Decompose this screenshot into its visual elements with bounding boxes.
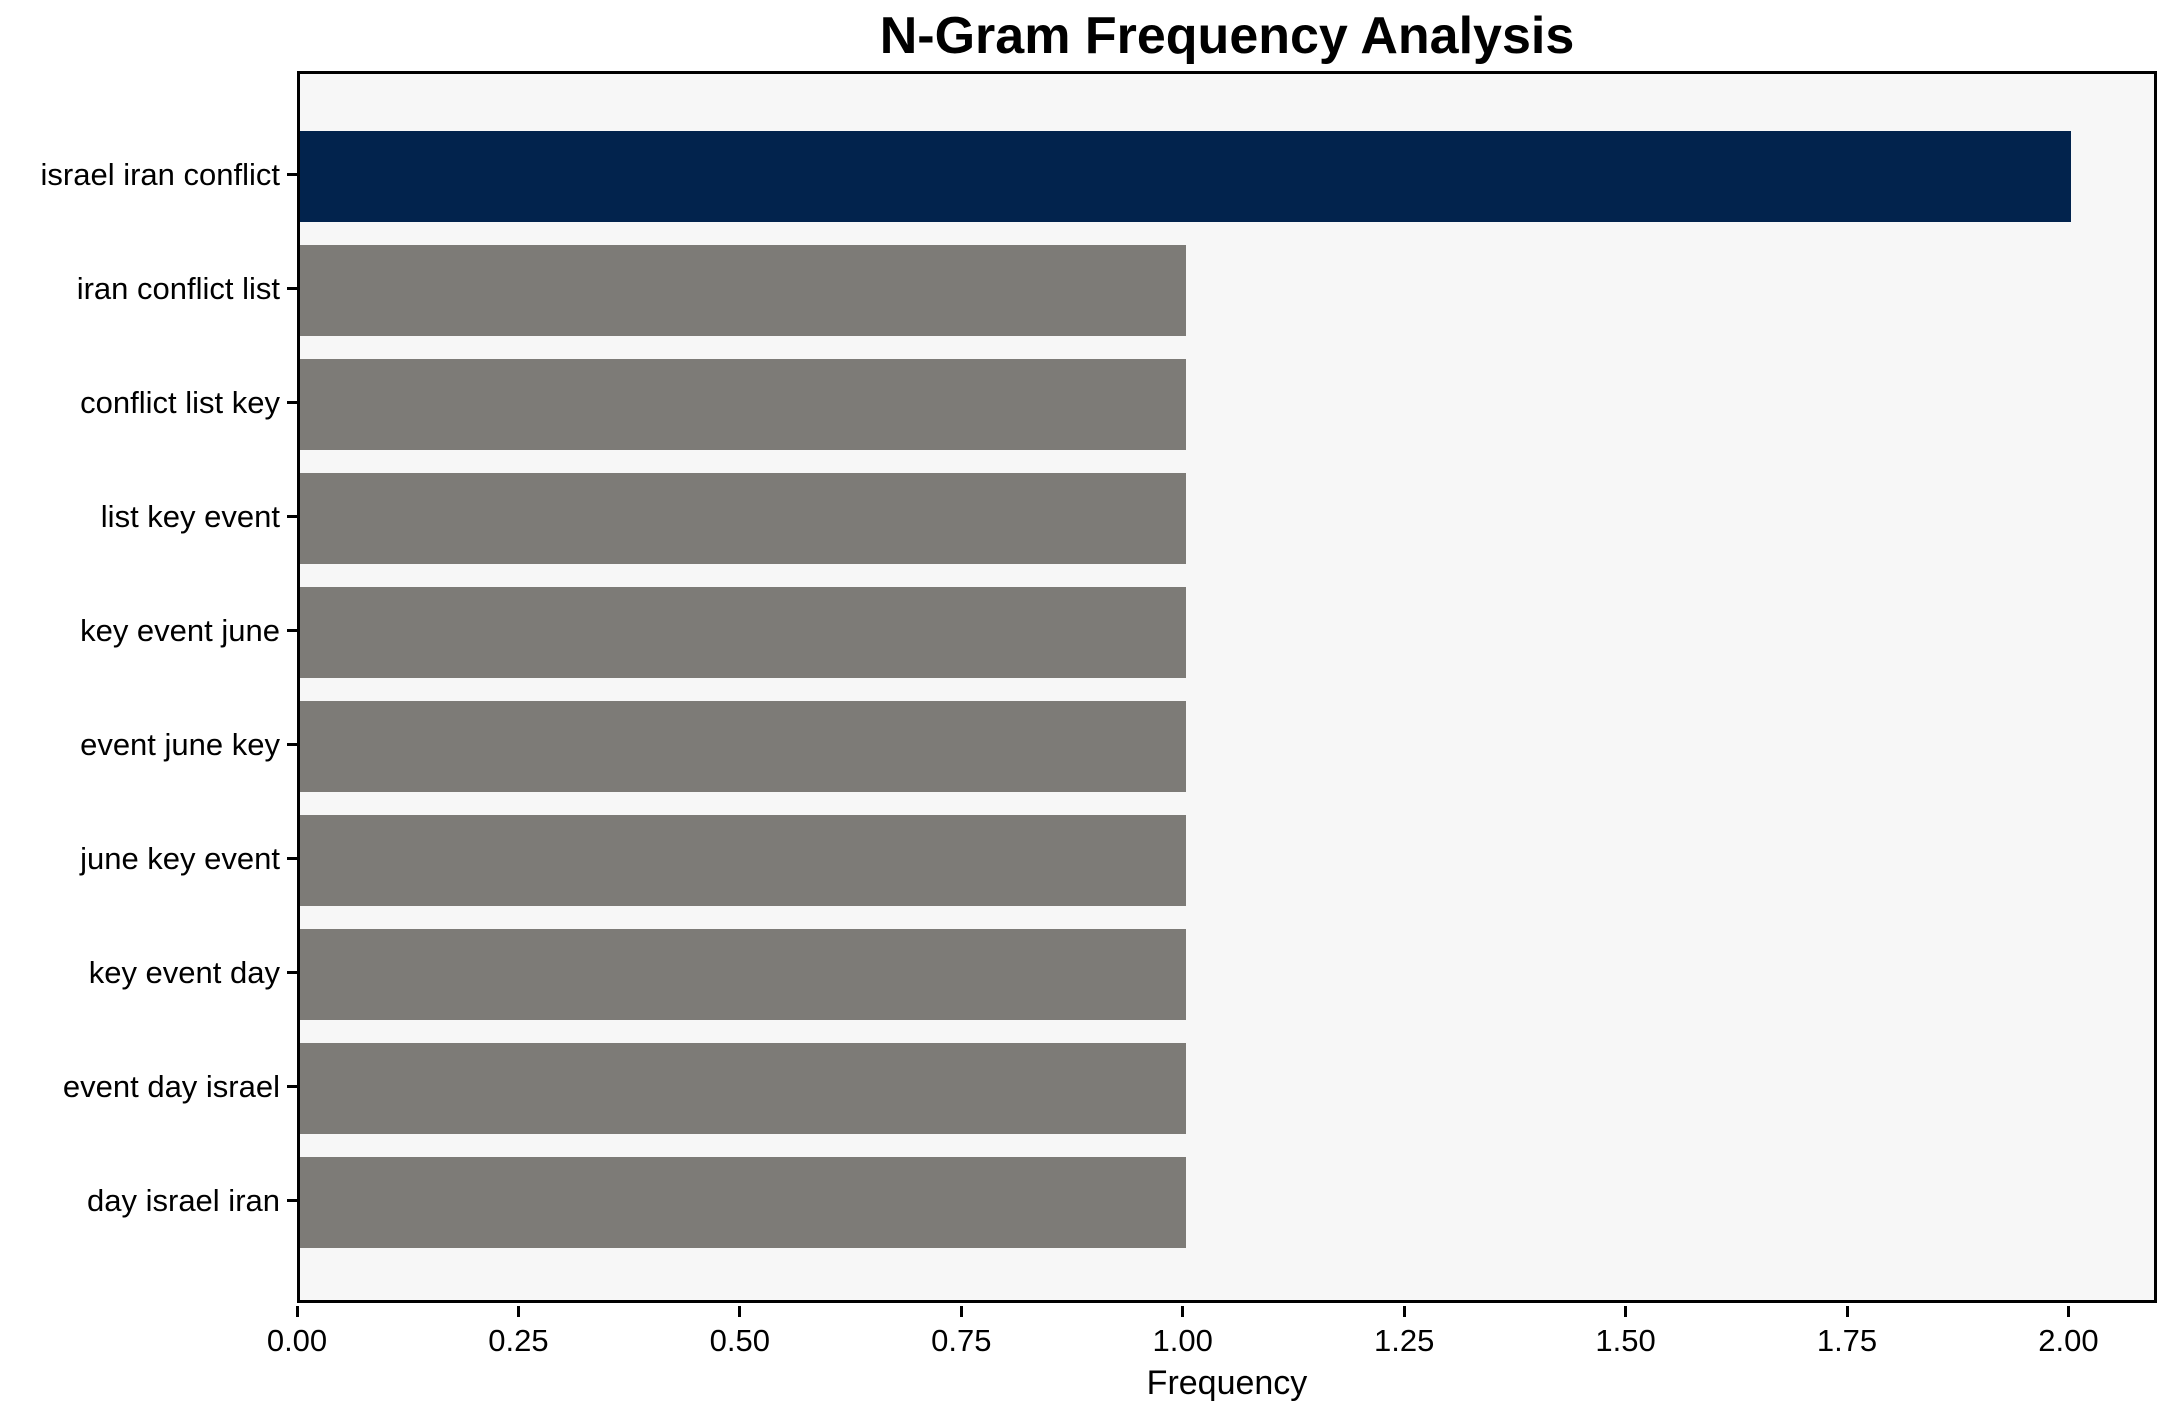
x-tick-label: 0.00 xyxy=(266,1323,328,1358)
x-tick-mark xyxy=(1181,1306,1185,1317)
y-tick-label: israel iran conflict xyxy=(40,156,280,192)
y-tick-label: key event june xyxy=(80,612,280,648)
plot-area xyxy=(297,71,2157,1303)
chart-title: N-Gram Frequency Analysis xyxy=(879,7,1575,65)
y-tick-label: conflict list key xyxy=(80,384,280,420)
y-tick-label: day israel iran xyxy=(87,1182,280,1218)
x-tick-label: 0.50 xyxy=(709,1323,771,1358)
x-tick-mark xyxy=(2066,1306,2070,1317)
y-tick-label: iran conflict list xyxy=(76,270,280,306)
bar xyxy=(300,1043,1186,1134)
x-axis-label: Frequency xyxy=(1146,1364,1308,1402)
bar xyxy=(300,815,1186,906)
x-tick-label: 0.75 xyxy=(931,1323,992,1358)
y-tick-label: key event day xyxy=(88,954,280,990)
y-tick-label: event june key xyxy=(80,726,280,762)
y-tick-mark xyxy=(287,856,297,860)
bar xyxy=(300,131,2072,222)
y-tick-mark xyxy=(287,286,297,290)
y-tick-mark xyxy=(287,628,297,632)
bar xyxy=(300,587,1186,678)
y-tick-label: event day israel xyxy=(62,1068,280,1104)
x-tick-label: 1.75 xyxy=(1816,1323,1878,1358)
x-tick-mark xyxy=(959,1306,963,1317)
x-tick-label: 1.00 xyxy=(1152,1323,1213,1358)
bar xyxy=(300,1157,1186,1248)
x-tick-mark xyxy=(1845,1306,1849,1317)
y-tick-mark xyxy=(287,1198,297,1202)
x-tick-mark xyxy=(1402,1306,1406,1317)
x-tick-mark xyxy=(516,1306,520,1317)
bar xyxy=(300,473,1186,564)
x-tick-label: 0.25 xyxy=(488,1323,549,1358)
y-tick-mark xyxy=(287,742,297,746)
y-tick-mark xyxy=(287,514,297,518)
y-tick-mark xyxy=(287,1084,297,1088)
bar xyxy=(300,245,1186,336)
x-tick-label: 1.25 xyxy=(1373,1323,1435,1358)
y-tick-mark xyxy=(287,970,297,974)
x-tick-mark xyxy=(738,1306,742,1317)
y-tick-label: list key event xyxy=(100,498,280,534)
x-tick-mark xyxy=(295,1306,299,1317)
bar xyxy=(300,359,1186,450)
x-tick-label: 1.50 xyxy=(1595,1323,1656,1358)
x-tick-mark xyxy=(1624,1306,1628,1317)
y-tick-label: june key event xyxy=(80,840,280,876)
x-tick-label: 2.00 xyxy=(2038,1323,2099,1358)
bar xyxy=(300,929,1186,1020)
bar xyxy=(300,701,1186,792)
y-tick-mark xyxy=(287,172,297,176)
y-tick-mark xyxy=(287,400,297,404)
